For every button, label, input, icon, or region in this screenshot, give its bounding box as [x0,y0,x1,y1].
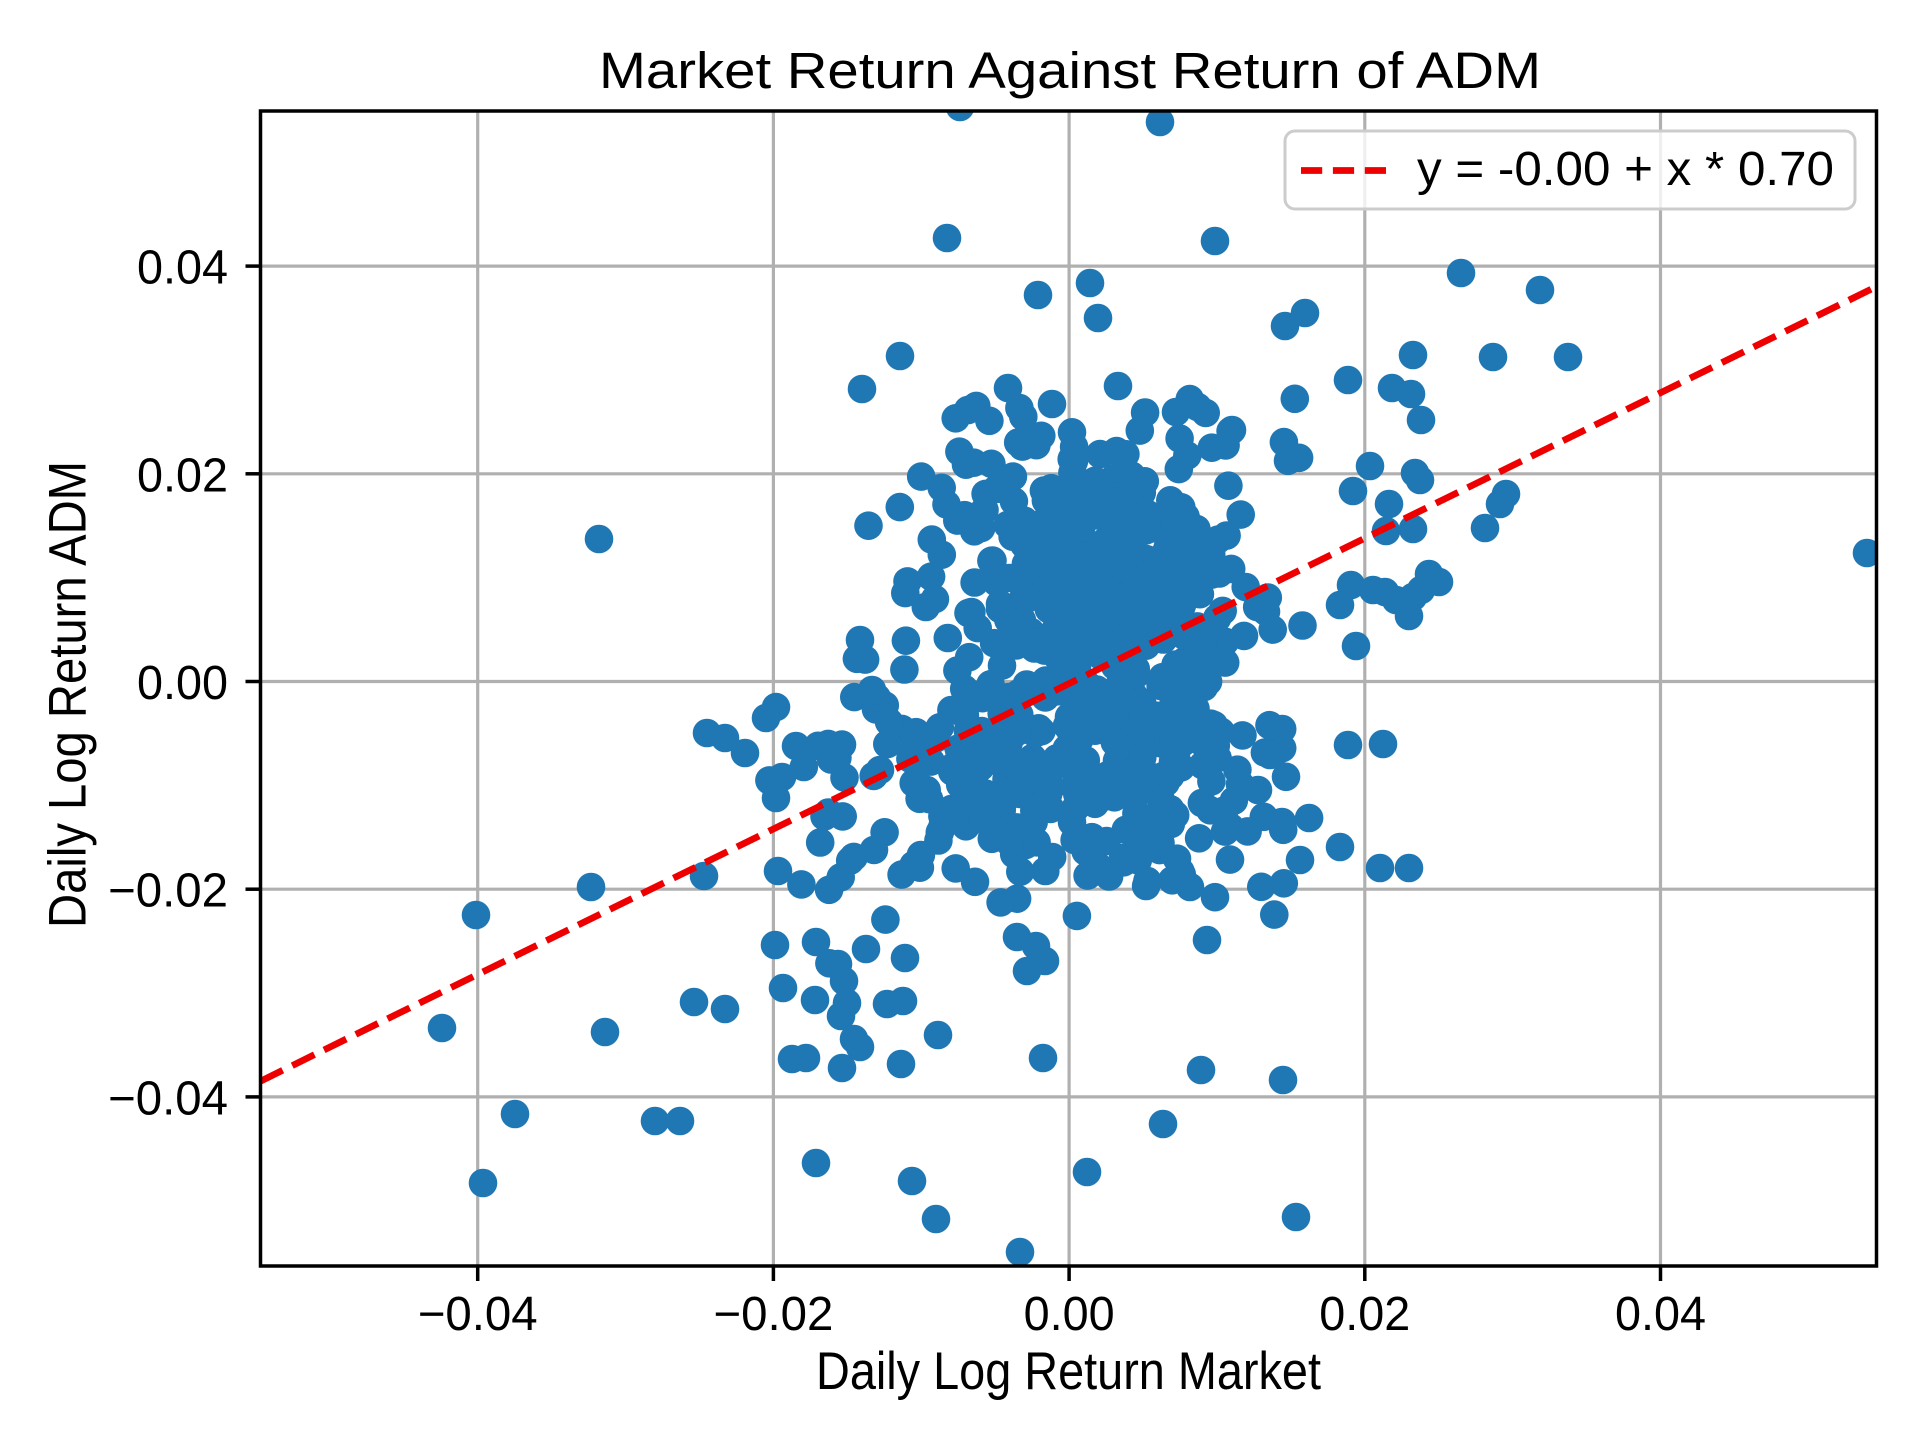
svg-text:0.02: 0.02 [137,449,228,502]
svg-text:0.02: 0.02 [1319,1288,1410,1341]
svg-text:0.00: 0.00 [137,657,228,710]
svg-text:−0.04: −0.04 [108,1072,228,1125]
svg-text:−0.02: −0.02 [713,1288,833,1341]
svg-text:−0.04: −0.04 [418,1288,538,1341]
svg-text:−0.02: −0.02 [108,865,228,918]
svg-text:0.04: 0.04 [1615,1288,1706,1341]
svg-text:y = -0.00 + x * 0.70: y = -0.00 + x * 0.70 [1417,143,1834,196]
svg-text:0.04: 0.04 [137,242,228,295]
svg-text:Market Return Against Return o: Market Return Against Return of ADM [599,42,1541,99]
svg-text:0.00: 0.00 [1024,1288,1115,1341]
svg-text:Daily Log Return ADM: Daily Log Return ADM [39,461,98,928]
svg-text:Daily Log Return Market: Daily Log Return Market [816,1342,1321,1401]
